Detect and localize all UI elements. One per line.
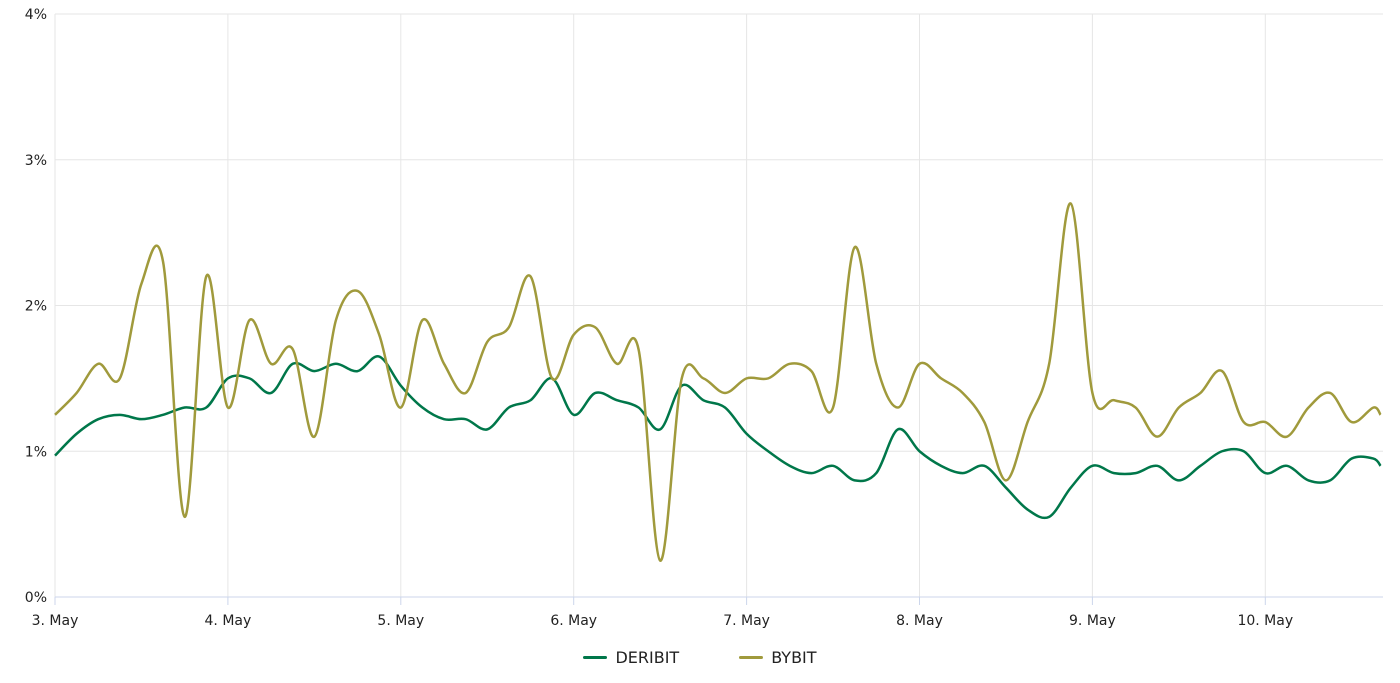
x-axis: 3. May 4. May 5. May 6. May 7. May 8. May 9. M…: [32, 596, 1383, 629]
legend-swatch: [739, 656, 764, 659]
x-tick-label: 4. May: [205, 613, 252, 629]
legend-label: DERIBIT: [615, 648, 680, 667]
x-tick-label: 10. May: [1237, 613, 1293, 629]
y-tick-label: 4%: [25, 7, 47, 23]
y-tick-label: 0%: [25, 590, 47, 606]
y-tick-label: 1%: [25, 444, 47, 460]
legend-label: BYBIT: [771, 648, 817, 667]
x-tick-label: 8. May: [896, 613, 943, 629]
x-tick-label: 7. May: [723, 613, 770, 629]
series-line-bybit: [54, 202, 1382, 562]
legend: DERIBIT BYBIT: [0, 648, 1400, 667]
chart: 0% 1% 2% 3% 4% 3. May 4. May 5. May 6. May 7. Ma…: [25, 7, 1383, 629]
y-tick-label: 2%: [25, 299, 47, 315]
series-lines: [54, 202, 1382, 562]
y-tick-label: 3%: [25, 153, 47, 169]
series-line-deribit: [54, 355, 1382, 520]
grid: [54, 13, 1383, 598]
legend-swatch: [583, 656, 608, 659]
x-tick-label: 3. May: [32, 613, 79, 629]
legend-item-bybit[interactable]: BYBIT: [739, 648, 817, 667]
x-tick-label: 5. May: [377, 613, 424, 629]
legend-item-deribit[interactable]: DERIBIT: [583, 648, 679, 667]
y-axis: 0% 1% 2% 3% 4%: [25, 7, 47, 606]
x-tick-label: 9. May: [1069, 613, 1116, 629]
x-tick-label: 6. May: [550, 613, 597, 629]
